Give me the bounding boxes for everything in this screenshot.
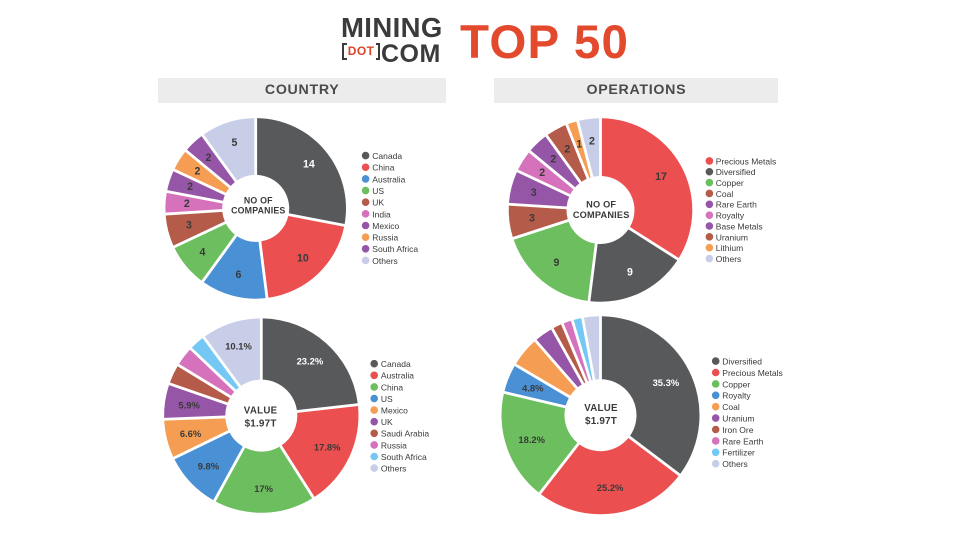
svg-text:2: 2	[206, 152, 212, 164]
svg-text:Others: Others	[716, 254, 742, 264]
svg-text:14: 14	[303, 158, 315, 170]
svg-text:Precious Metals: Precious Metals	[716, 156, 776, 166]
svg-text:Diversified: Diversified	[722, 357, 762, 367]
svg-text:23.2%: 23.2%	[297, 356, 324, 367]
svg-text:Lithium: Lithium	[716, 243, 743, 253]
svg-text:US: US	[372, 186, 384, 196]
svg-text:3: 3	[529, 213, 535, 225]
svg-text:VALUE: VALUE	[244, 406, 278, 417]
svg-text:Australia: Australia	[381, 371, 414, 381]
svg-text:9: 9	[554, 257, 560, 269]
svg-text:Others: Others	[372, 256, 398, 266]
svg-text:Copper: Copper	[716, 178, 744, 188]
svg-text:9: 9	[627, 266, 633, 278]
svg-text:Others: Others	[381, 464, 407, 474]
svg-text:35.3%: 35.3%	[653, 377, 680, 388]
svg-text:India: India	[372, 209, 391, 219]
svg-text:2: 2	[564, 144, 570, 156]
svg-text:Australia: Australia	[372, 174, 405, 184]
svg-text:2: 2	[184, 198, 190, 210]
svg-text:Russia: Russia	[381, 440, 407, 450]
svg-text:2: 2	[194, 165, 200, 177]
svg-text:UK: UK	[372, 198, 384, 208]
svg-text:South Africa: South Africa	[372, 244, 418, 254]
svg-text:1: 1	[576, 138, 582, 150]
svg-text:Mexico: Mexico	[372, 221, 399, 231]
svg-text:UK: UK	[381, 417, 393, 427]
svg-text:4.8%: 4.8%	[522, 382, 544, 393]
svg-text:9.8%: 9.8%	[198, 460, 220, 471]
svg-text:NO OF: NO OF	[244, 195, 273, 205]
svg-text:China: China	[381, 382, 403, 392]
svg-text:$1.97T: $1.97T	[245, 418, 277, 429]
svg-text:10: 10	[297, 253, 309, 265]
svg-text:Copper: Copper	[722, 379, 750, 389]
svg-text:Royalty: Royalty	[722, 391, 751, 401]
svg-text:3: 3	[186, 220, 192, 232]
svg-text:US: US	[381, 394, 393, 404]
svg-text:Uranium: Uranium	[722, 414, 754, 424]
svg-text:COMPANIES: COMPANIES	[231, 205, 285, 215]
svg-text:2: 2	[539, 167, 545, 179]
svg-text:Rare Earth: Rare Earth	[716, 200, 757, 210]
svg-text:VALUE: VALUE	[584, 403, 618, 414]
svg-text:5: 5	[231, 137, 237, 149]
svg-text:Coal: Coal	[716, 189, 734, 199]
svg-text:Diversified: Diversified	[716, 167, 756, 177]
svg-text:Base Metals: Base Metals	[716, 221, 763, 231]
svg-text:3: 3	[531, 187, 537, 199]
svg-text:$1.97T: $1.97T	[585, 416, 617, 427]
svg-text:6: 6	[236, 269, 242, 281]
svg-text:Royalty: Royalty	[716, 211, 745, 221]
svg-text:Saudi Arabia: Saudi Arabia	[381, 429, 429, 439]
svg-text:4: 4	[200, 246, 206, 258]
svg-text:18.2%: 18.2%	[518, 434, 545, 445]
svg-text:COMPANIES: COMPANIES	[573, 210, 630, 220]
svg-text:10.1%: 10.1%	[225, 341, 252, 352]
svg-text:17.8%: 17.8%	[314, 442, 341, 453]
svg-text:Others: Others	[722, 459, 748, 469]
svg-text:NO OF: NO OF	[586, 200, 616, 210]
svg-text:Fertilizer: Fertilizer	[722, 448, 755, 458]
svg-text:Uranium: Uranium	[716, 232, 748, 242]
svg-text:25.2%: 25.2%	[597, 482, 624, 493]
svg-text:2: 2	[550, 154, 556, 166]
svg-text:Rare Earth: Rare Earth	[722, 436, 763, 446]
svg-text:South Africa: South Africa	[381, 452, 427, 462]
svg-text:Russia: Russia	[372, 233, 398, 243]
svg-text:17%: 17%	[254, 483, 273, 494]
svg-text:Coal: Coal	[722, 402, 740, 412]
svg-text:6.6%: 6.6%	[180, 428, 202, 439]
svg-text:Mexico: Mexico	[381, 406, 408, 416]
svg-text:China: China	[372, 163, 394, 173]
svg-text:Canada: Canada	[372, 151, 402, 161]
svg-text:Iron Ore: Iron Ore	[722, 425, 753, 435]
svg-text:Canada: Canada	[381, 359, 411, 369]
svg-text:Precious Metals: Precious Metals	[722, 368, 782, 378]
svg-text:17: 17	[655, 171, 667, 183]
svg-text:2: 2	[187, 181, 193, 193]
svg-text:2: 2	[589, 136, 595, 148]
svg-text:5.9%: 5.9%	[178, 399, 200, 410]
